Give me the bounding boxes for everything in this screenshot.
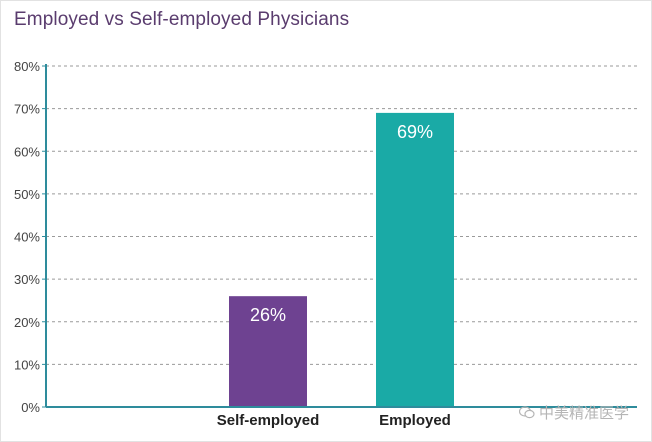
y-tick-label: 10% <box>14 357 40 372</box>
category-label: Self-employed <box>217 412 320 429</box>
y-axis-ticks: 0% 10% 20% 30% 40% 50% 60% 70% 80% <box>14 59 46 415</box>
y-tick-label: 80% <box>14 59 40 74</box>
category-label: Employed <box>379 412 451 429</box>
bars: 26% 69% <box>229 112 454 407</box>
wechat-icon <box>518 406 535 419</box>
chart-title: Employed vs Self-employed Physicians <box>14 9 350 30</box>
bar-employed <box>376 112 454 407</box>
y-tick-label: 60% <box>14 144 40 159</box>
y-tick-label: 70% <box>14 102 40 117</box>
watermark-text: 中美精准医学 <box>538 405 629 422</box>
category-labels: Self-employed Employed <box>217 412 451 429</box>
y-tick-label: 40% <box>14 230 40 245</box>
data-label: 69% <box>397 122 433 142</box>
data-label: 26% <box>250 305 286 325</box>
y-tick-label: 30% <box>14 272 40 287</box>
watermark: 中美精准医学 <box>518 402 629 423</box>
y-tick-label: 0% <box>21 400 40 415</box>
y-tick-label: 50% <box>14 187 40 202</box>
axes <box>45 64 637 408</box>
y-tick-label: 20% <box>14 315 40 330</box>
bar-self-employed <box>229 296 307 407</box>
grid-lines <box>46 65 637 365</box>
